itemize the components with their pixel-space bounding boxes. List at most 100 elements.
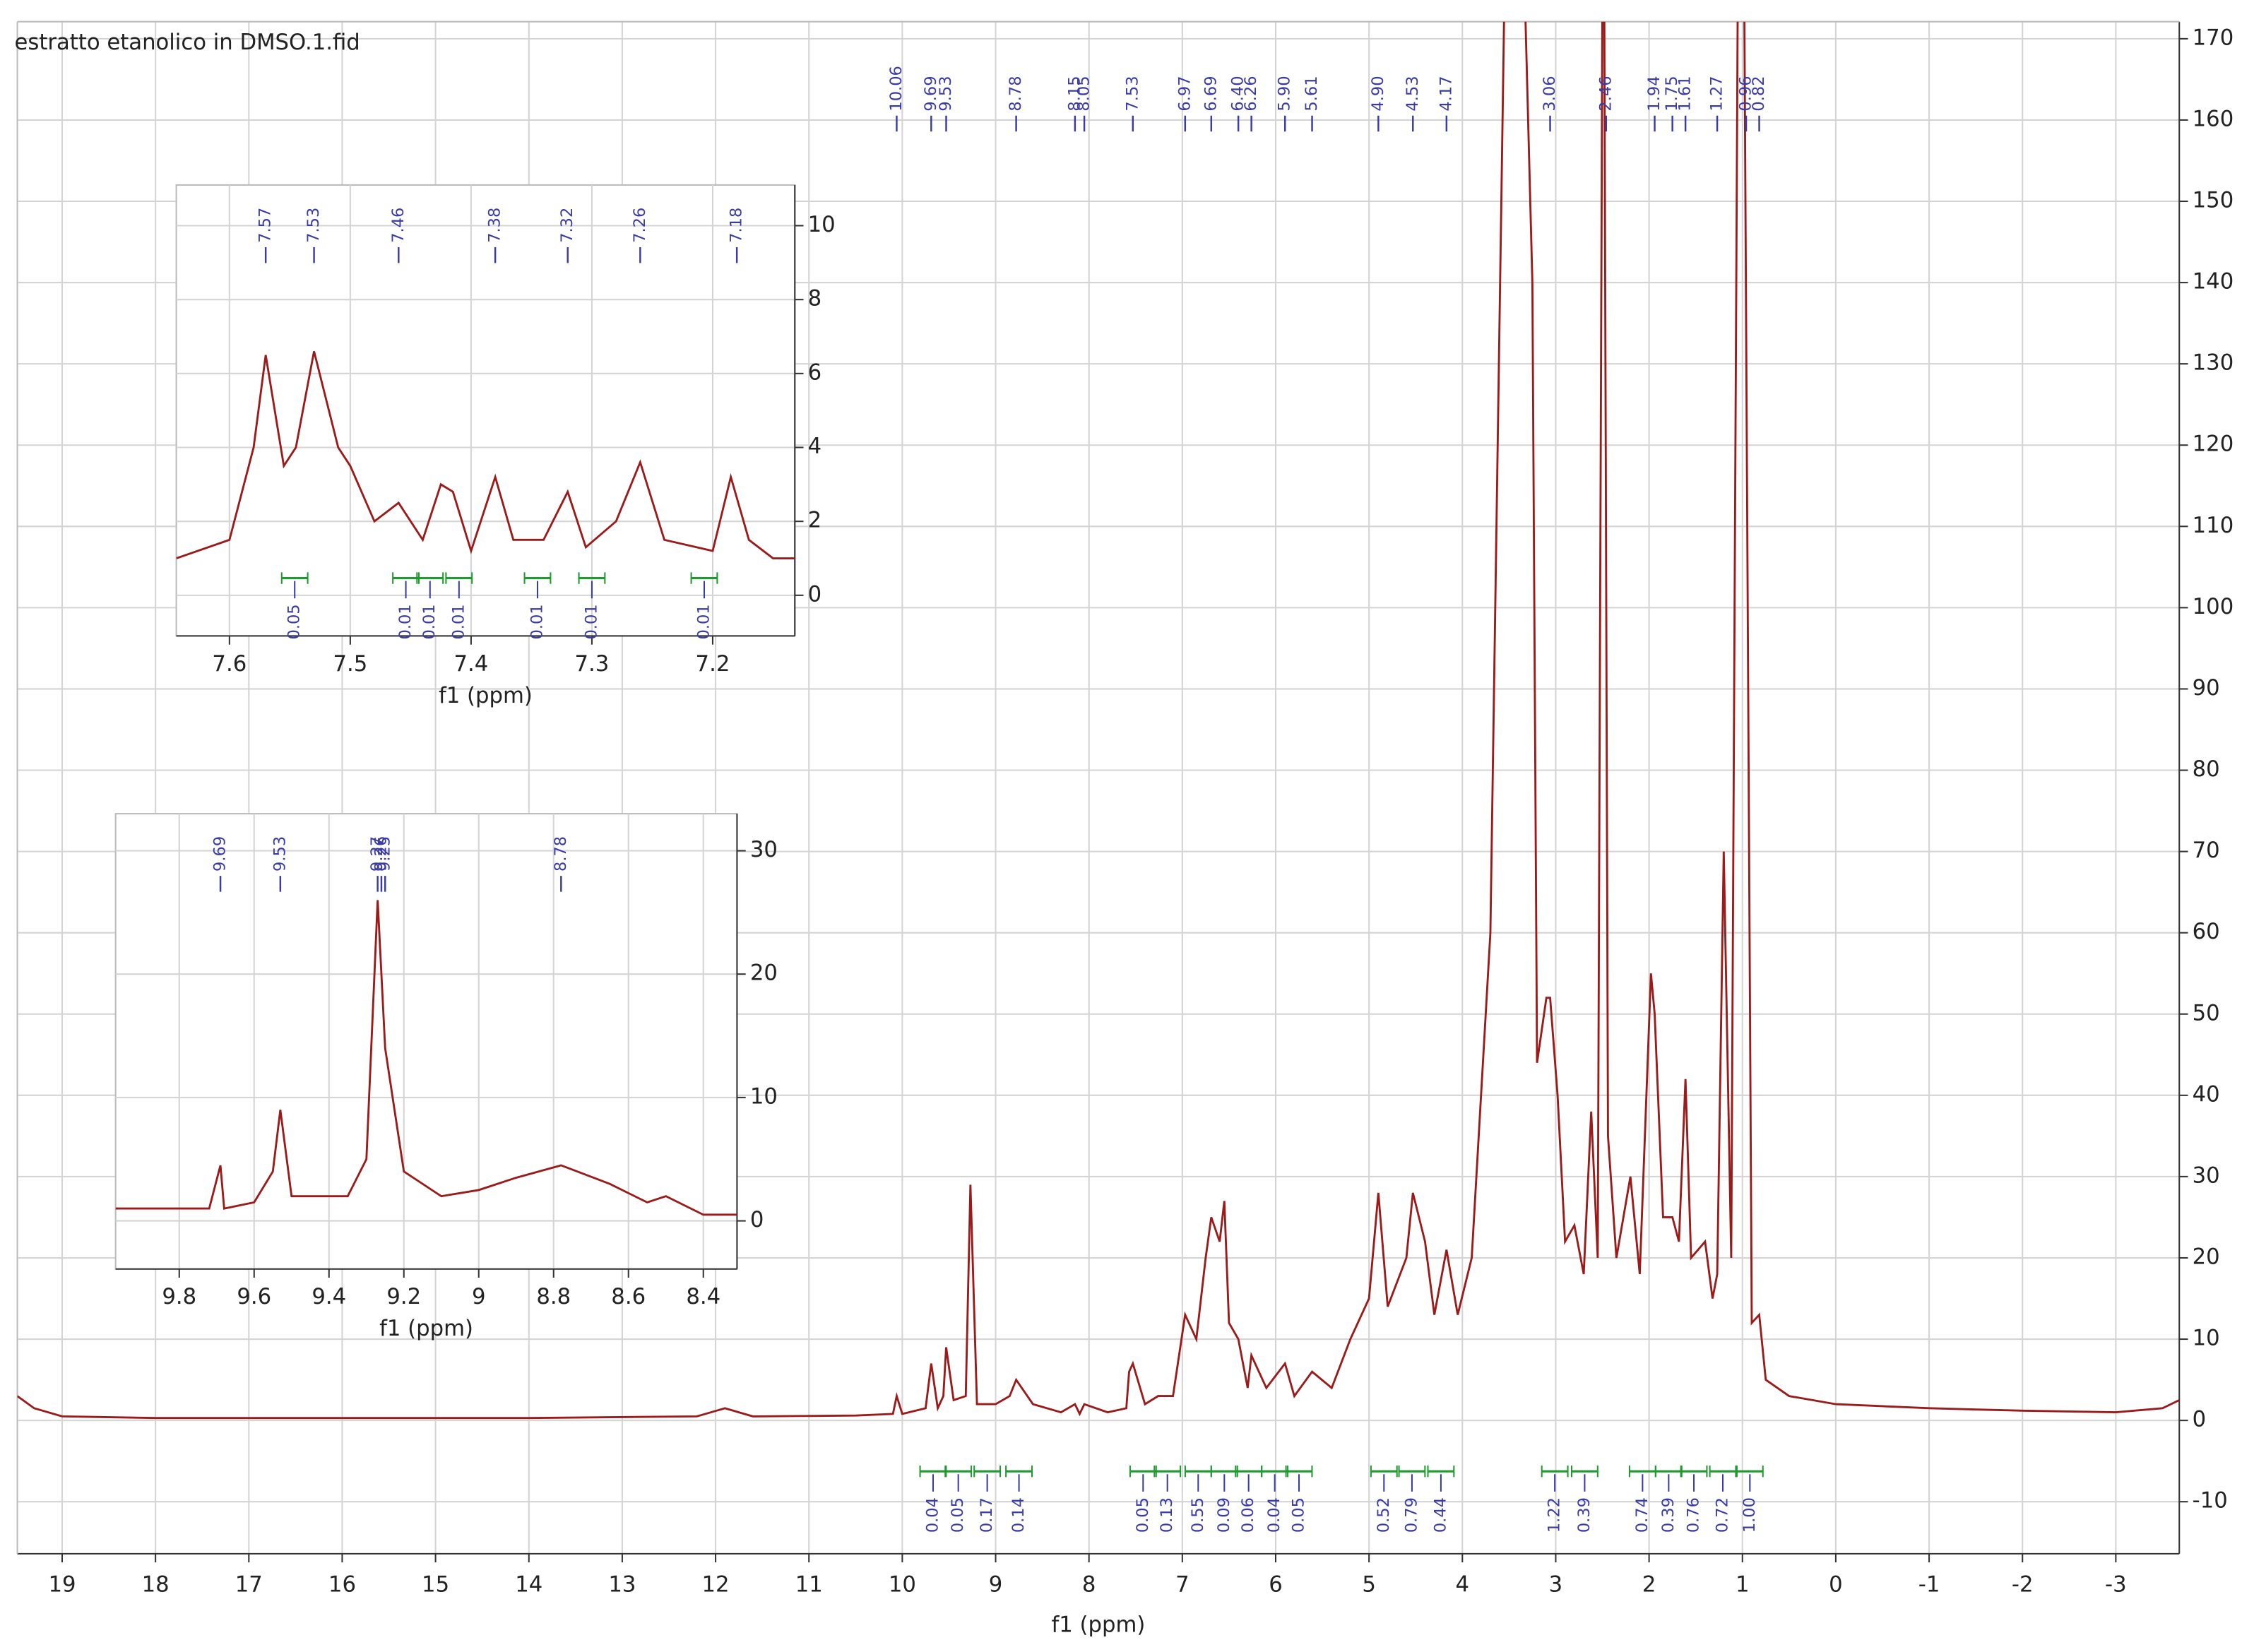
x-tick-label: 7.2 xyxy=(696,652,730,677)
x-tick-label: 6 xyxy=(1269,1572,1283,1597)
integral-label: 0.05 xyxy=(949,1497,967,1533)
y-tick-label: 8 xyxy=(808,287,822,311)
peak-label: 7.32 xyxy=(558,208,576,243)
x-tick-label: 16 xyxy=(328,1572,356,1597)
peak-label: 0.96 xyxy=(1737,76,1755,111)
peak-label: 7.46 xyxy=(389,208,408,243)
peak-label: 9.69 xyxy=(211,836,230,872)
integral-label: 0.74 xyxy=(1633,1497,1651,1533)
x-tick-label: -2 xyxy=(2012,1572,2034,1597)
peak-label: 9.53 xyxy=(937,76,955,111)
peak-label: 4.17 xyxy=(1437,76,1455,111)
y-tick-label: 60 xyxy=(2193,920,2220,944)
integral-label: 0.01 xyxy=(694,604,713,639)
peak-label: 6.97 xyxy=(1175,76,1194,111)
y-tick-label: 110 xyxy=(2193,513,2234,538)
y-tick-label: 100 xyxy=(2193,595,2234,619)
x-tick-label: 5 xyxy=(1362,1572,1376,1597)
y-tick-label: -10 xyxy=(2193,1489,2228,1514)
peak-label: 3.06 xyxy=(1541,76,1559,111)
y-tick-label: 0 xyxy=(2193,1408,2207,1432)
x-tick-label: 7.6 xyxy=(212,652,247,677)
peak-label: 9.69 xyxy=(922,76,940,111)
integral-label: 0.39 xyxy=(1575,1497,1594,1533)
peak-label: 8.15 xyxy=(1065,76,1084,111)
y-tick-label: 150 xyxy=(2193,189,2234,213)
x-tick-label: 11 xyxy=(795,1572,823,1597)
x-tick-label: 7.3 xyxy=(575,652,610,677)
x-tick-label: 9 xyxy=(472,1285,486,1309)
x-tick-label: 13 xyxy=(608,1572,636,1597)
chart-title: estratto etanolico in DMSO.1.fid xyxy=(14,30,360,55)
x-tick-label: 12 xyxy=(702,1572,730,1597)
y-tick-label: 0 xyxy=(750,1208,764,1232)
y-tick-label: 170 xyxy=(2193,25,2234,50)
x-tick-label: 9.2 xyxy=(386,1285,421,1309)
integral-label: 0.52 xyxy=(1375,1497,1393,1533)
peak-label: 2.46 xyxy=(1596,76,1615,111)
x-tick-label: -1 xyxy=(1918,1572,1940,1597)
integral-label: 1.00 xyxy=(1740,1497,1759,1533)
peak-label: 6.40 xyxy=(1229,76,1247,111)
plot: 9.8 9.6 9.4 9.2 9 8.8 8.6 8.4 0 10 20 30 f1 (ppm) 9.6… xyxy=(114,813,778,1341)
integral-label: 0.05 xyxy=(1290,1497,1308,1533)
integral-label: 0.79 xyxy=(1402,1497,1420,1533)
peak-label: 9.53 xyxy=(271,836,289,872)
peak-label: 6.69 xyxy=(1202,76,1220,111)
integral-label: 0.04 xyxy=(1265,1497,1283,1533)
x-tick-label: 8.6 xyxy=(611,1285,646,1309)
integral-label: 0.01 xyxy=(582,604,600,639)
x-axis-label: f1 (ppm) xyxy=(1051,1613,1145,1638)
y-tick-label: 4 xyxy=(808,434,822,459)
integral-label: 0.76 xyxy=(1685,1497,1703,1533)
y-tick-label: 0 xyxy=(808,582,822,607)
y-tick-label: 6 xyxy=(808,360,822,385)
peak-label: 6.26 xyxy=(1242,76,1260,111)
y-tick-label: 120 xyxy=(2193,432,2234,457)
x-tick-label: 0 xyxy=(1829,1572,1843,1597)
peak-label: 9.25 xyxy=(376,836,394,872)
y-tick-label: 30 xyxy=(2193,1163,2220,1188)
integral-label: 0.04 xyxy=(923,1497,942,1533)
peak-label: 8.78 xyxy=(1007,76,1025,111)
x-tick-label: 3 xyxy=(1549,1572,1563,1597)
y-tick-label: 130 xyxy=(2193,351,2234,376)
x-tick-label: 7.5 xyxy=(333,652,367,677)
y-tick-label: 30 xyxy=(750,838,778,862)
peak-label: 4.53 xyxy=(1404,76,1422,111)
x-tick-label: 8.4 xyxy=(686,1285,720,1309)
y-tick-label: 40 xyxy=(2193,1082,2220,1107)
x-tick-label: 9.4 xyxy=(312,1285,346,1309)
integral-label: 1.22 xyxy=(1546,1497,1564,1533)
x-tick-label: 15 xyxy=(422,1572,449,1597)
inset-background xyxy=(114,813,738,1270)
spectrum-line xyxy=(17,21,2180,1420)
integral-label: 0.05 xyxy=(285,604,304,639)
integral-label: 0.01 xyxy=(528,604,546,639)
integral-label: 0.14 xyxy=(1009,1497,1028,1533)
peak-label: 7.57 xyxy=(256,208,275,243)
x-tick-label: 8.8 xyxy=(536,1285,571,1309)
integral-label: 0.05 xyxy=(1134,1497,1152,1533)
peak-label: 1.61 xyxy=(1676,76,1695,111)
peak-label: 7.53 xyxy=(304,208,323,243)
plot: 7.6 7.5 7.4 7.3 7.2 0 2 4 6 8 10 f1 (ppm) 7.57 7.53 7.… xyxy=(175,184,836,708)
integral-label: 0.01 xyxy=(396,604,415,639)
integral-label: 0.09 xyxy=(1215,1497,1233,1533)
peak-label: 5.61 xyxy=(1303,76,1321,111)
peak-label: 1.27 xyxy=(1708,76,1726,111)
x-axis-label: f1 (ppm) xyxy=(439,684,533,708)
integral-label: 0.72 xyxy=(1714,1497,1732,1533)
peak-label: 8.78 xyxy=(552,836,570,872)
peak-label: 10.06 xyxy=(887,66,906,111)
x-tick-label: 14 xyxy=(515,1572,542,1597)
x-tick-label: 1 xyxy=(1736,1572,1750,1597)
peak-label: 1.75 xyxy=(1663,76,1681,111)
x-tick-label: 10 xyxy=(889,1572,916,1597)
spectrum-line xyxy=(176,351,795,559)
peak-label: 0.82 xyxy=(1750,76,1768,111)
x-tick-label: 9.8 xyxy=(162,1285,196,1309)
spectrum-line xyxy=(115,900,737,1216)
inset-background xyxy=(175,184,796,637)
peak-label: 7.18 xyxy=(728,208,746,243)
